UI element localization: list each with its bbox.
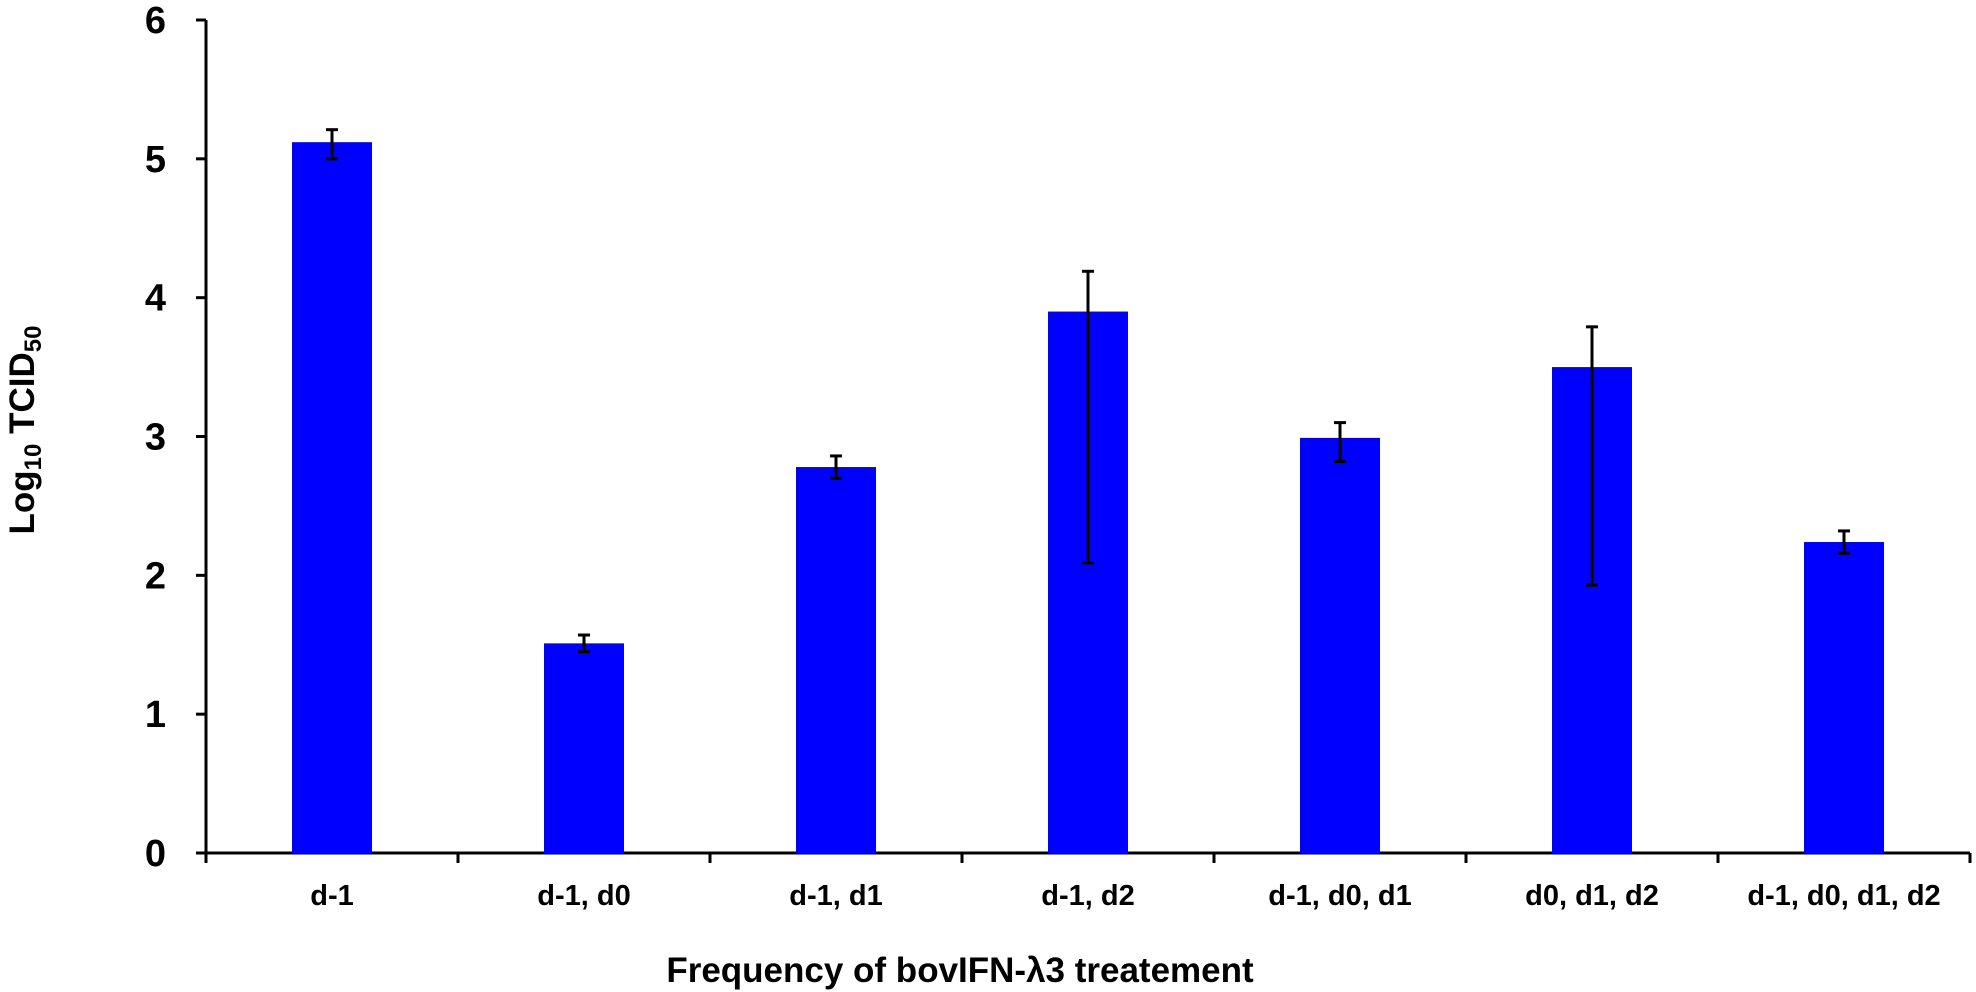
y-axis-title: Log10 TCID50 bbox=[3, 326, 47, 535]
x-axis-title: Frequency of bovIFN-λ3 treatement bbox=[666, 951, 1254, 990]
bars bbox=[292, 142, 1884, 853]
y-axis-title-sub1: 10 bbox=[20, 444, 47, 471]
bar bbox=[292, 142, 372, 853]
x-tick-label: d-1 bbox=[310, 880, 354, 912]
x-tick-label: d0, d1, d2 bbox=[1525, 880, 1659, 912]
y-axis-title-main: Log bbox=[3, 470, 42, 534]
y-tick-label: 1 bbox=[145, 694, 166, 736]
y-tick-label: 6 bbox=[145, 0, 166, 42]
x-tick-labels: d-1 d-1, d0 d-1, d1 d-1, d2 d-1, d0, d1 d0, d… bbox=[310, 880, 1940, 912]
bar bbox=[544, 643, 624, 853]
bar bbox=[1300, 437, 1380, 853]
y-tick-label: 5 bbox=[145, 139, 166, 181]
x-tick-label: d-1, d2 bbox=[1041, 880, 1134, 912]
x-tick-label: d-1, d0, d1 bbox=[1268, 880, 1411, 912]
y-tick-label: 3 bbox=[145, 417, 166, 459]
error-bars bbox=[326, 128, 1850, 654]
bar bbox=[796, 467, 876, 853]
y-tick-label: 4 bbox=[145, 278, 166, 320]
y-tick-label: 0 bbox=[145, 833, 166, 875]
y-tick-labels: 0 1 2 3 4 5 6 bbox=[145, 0, 166, 875]
y-axis bbox=[196, 18, 208, 855]
x-tick-label: d-1, d0 bbox=[537, 880, 630, 912]
x-axis bbox=[204, 851, 1972, 863]
y-axis-title-mid: TCID bbox=[3, 352, 42, 443]
y-tick-label: 2 bbox=[145, 555, 166, 597]
x-tick-label: d-1, d0, d1, d2 bbox=[1747, 880, 1940, 912]
bar bbox=[1804, 542, 1884, 853]
x-tick-label: d-1, d1 bbox=[789, 880, 882, 912]
y-axis-title-sub2: 50 bbox=[20, 326, 47, 353]
